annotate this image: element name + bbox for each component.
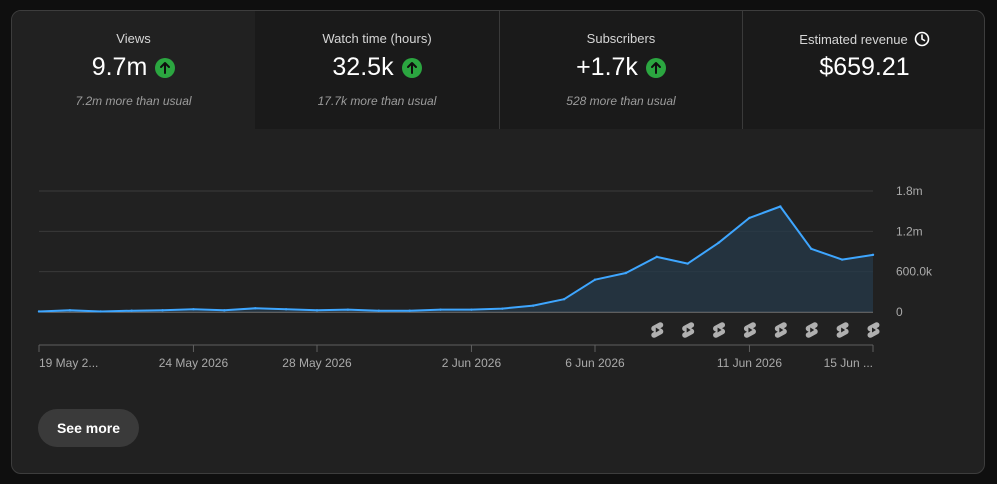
- trend-up-icon: [155, 57, 176, 78]
- metric-subtext: 7.2m more than usual: [75, 94, 192, 108]
- x-tick-label: 2 Jun 2026: [442, 356, 502, 370]
- metrics-row: Views 9.7m 7.2m more than usual Watch ti…: [12, 11, 984, 129]
- data-point: [192, 308, 195, 311]
- metric-value: $659.21: [819, 53, 910, 81]
- data-point: [161, 309, 164, 312]
- data-point: [810, 247, 813, 251]
- metric-subtext: 17.7k more than usual: [317, 94, 437, 108]
- data-point: [779, 205, 782, 208]
- shorts-icon: [774, 322, 787, 338]
- shorts-icon: [836, 322, 849, 338]
- data-point: [346, 308, 350, 311]
- metric-label: Subscribers: [586, 31, 656, 46]
- data-point: [68, 309, 72, 312]
- views-chart: 0 600.0k 1.2m 1.8m 19 May 2... 24 May 2026 28 …: [37, 184, 933, 370]
- data-point: [717, 241, 720, 244]
- data-point: [501, 307, 504, 310]
- see-more-button[interactable]: See more: [38, 409, 139, 447]
- data-point: [532, 304, 535, 307]
- metric-estimated-revenue[interactable]: Estimated revenue $659.21: [742, 11, 984, 129]
- data-point: [470, 308, 473, 311]
- metric-watch-time[interactable]: Watch time (hours) 32.5k 17.7k more than…: [255, 11, 499, 129]
- series-line: [38, 205, 874, 313]
- analytics-card: Views 9.7m 7.2m more than usual Watch ti…: [11, 10, 985, 474]
- shorts-icon: [867, 322, 880, 338]
- y-tick-label: 1.2m: [896, 224, 923, 238]
- trend-up-icon: [645, 57, 666, 78]
- x-tick-label: 24 May 2026: [159, 356, 229, 370]
- metric-label: Watch time (hours): [322, 31, 432, 46]
- data-point: [686, 262, 689, 265]
- x-tick-label: 28 May 2026: [282, 356, 352, 370]
- shorts-icon: [713, 322, 726, 338]
- data-point: [624, 271, 628, 275]
- data-point: [37, 310, 41, 313]
- data-point: [840, 258, 844, 261]
- metric-subscribers[interactable]: Subscribers +1.7k 528 more than usual: [499, 11, 742, 129]
- data-point: [408, 309, 411, 312]
- data-point: [99, 310, 102, 313]
- x-tick-label: 19 May 2...: [39, 356, 98, 370]
- y-tick-label: 0: [896, 305, 903, 319]
- metric-label: Estimated revenue: [799, 31, 908, 47]
- x-tick-label: 6 Jun 2026: [565, 356, 625, 370]
- clock-icon: [914, 31, 930, 47]
- metric-value: 32.5k: [332, 53, 394, 81]
- metric-subtext: 528 more than usual: [566, 94, 676, 108]
- data-point: [593, 278, 597, 281]
- data-point: [439, 308, 442, 311]
- shorts-icon: [651, 322, 664, 338]
- data-point: [254, 307, 257, 310]
- y-tick-label: 600.0k: [896, 265, 933, 279]
- shorts-icon: [682, 322, 695, 338]
- trend-up-icon: [401, 57, 422, 78]
- y-tick-label: 1.8m: [896, 184, 923, 198]
- metric-value: +1.7k: [576, 53, 638, 81]
- metric-value: 9.7m: [91, 53, 148, 81]
- data-point: [284, 308, 288, 311]
- data-point: [562, 298, 566, 301]
- data-point: [871, 253, 875, 257]
- metric-label: Views: [116, 31, 151, 46]
- shorts-icon: [743, 322, 756, 338]
- x-tick-label: 11 Jun 2026: [717, 356, 782, 370]
- metric-views[interactable]: Views 9.7m 7.2m more than usual: [12, 11, 255, 129]
- data-point: [315, 309, 319, 312]
- area-fill: [39, 206, 873, 312]
- shorts-icon: [805, 322, 818, 338]
- x-tick-label: 15 Jun ...: [824, 356, 873, 370]
- data-point: [130, 309, 133, 312]
- data-point: [655, 255, 658, 259]
- data-point: [748, 216, 751, 220]
- data-point: [377, 309, 380, 312]
- data-point: [223, 309, 226, 312]
